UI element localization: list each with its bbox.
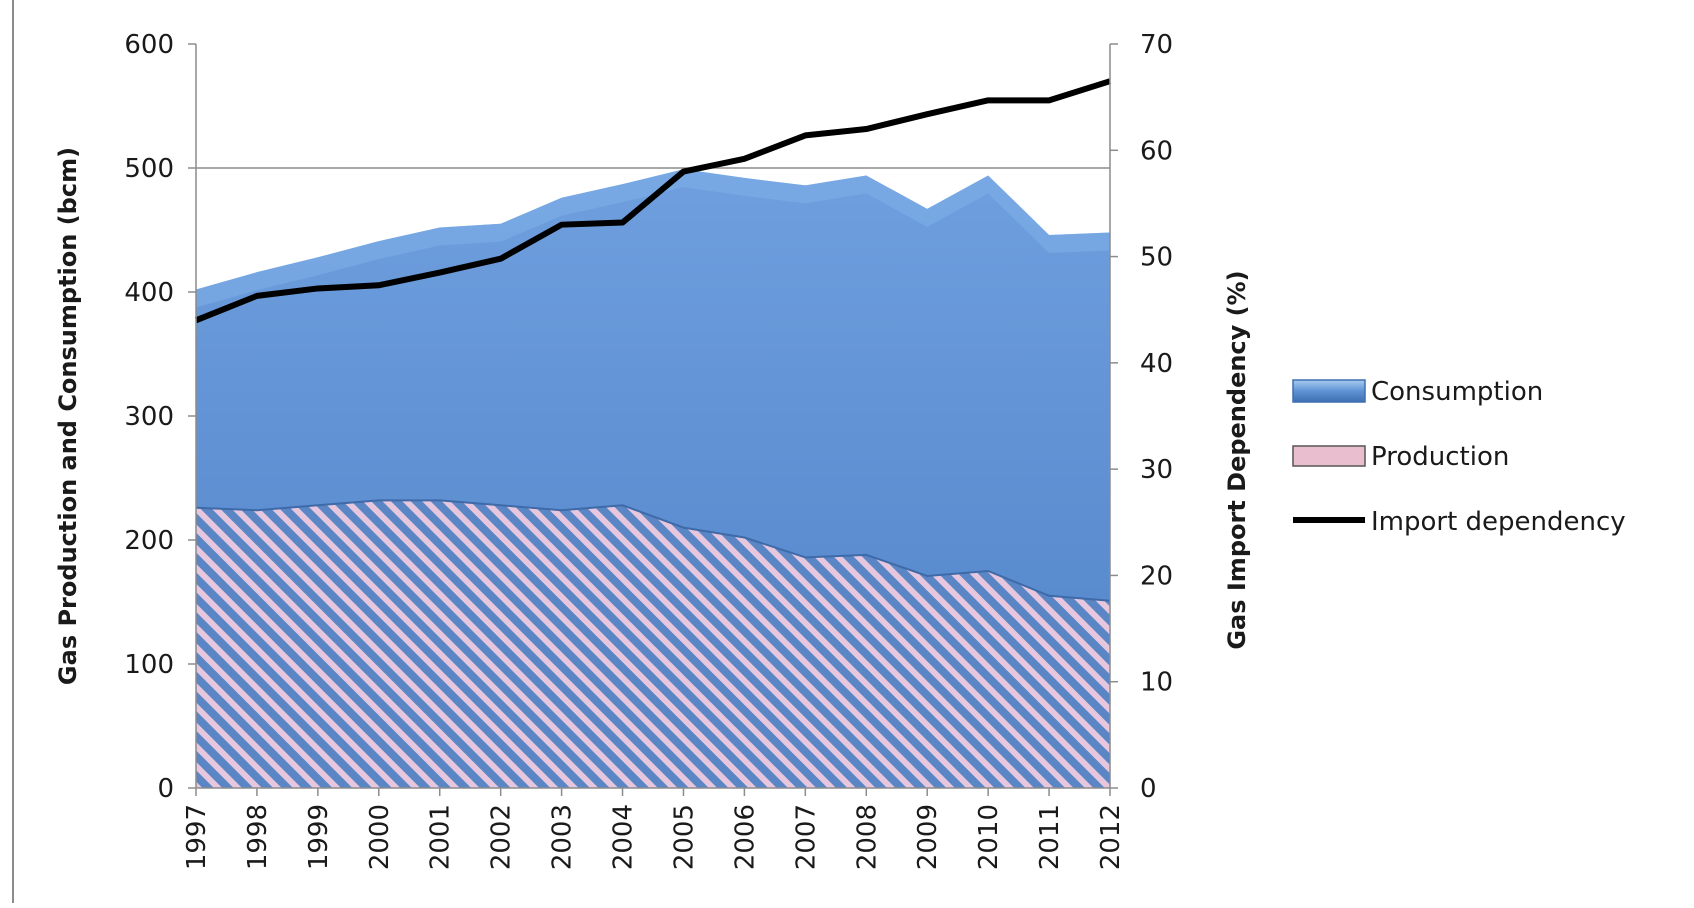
x-tick-label-2003: 2003: [548, 804, 578, 870]
import-dependency-line: [194, 78, 1111, 324]
x-tick-label-2006: 2006: [730, 804, 760, 870]
x-tick-label-2008: 2008: [852, 804, 882, 870]
right-tick-label-20: 20: [1140, 561, 1173, 591]
x-tick-label-2011: 2011: [1035, 804, 1065, 870]
right-tick-label-50: 50: [1140, 243, 1173, 273]
legend-label-production: Production: [1371, 442, 1509, 472]
legend-label-import-dependency: Import dependency: [1371, 507, 1626, 537]
left-tick-label-200: 200: [124, 526, 174, 556]
x-tick-label-2010: 2010: [974, 804, 1004, 870]
left-tick-label-500: 500: [124, 154, 174, 184]
left-tick-label-400: 400: [124, 278, 174, 308]
x-tick-label-2012: 2012: [1096, 804, 1126, 870]
plot-area: [194, 78, 1111, 789]
legend: Consumption Production Import dependency: [1292, 377, 1626, 537]
x-tick-label-1998: 1998: [243, 804, 273, 870]
x-tick-label-2005: 2005: [669, 804, 699, 870]
left-tick-label-100: 100: [124, 650, 174, 680]
y2-axis-title: Gas Import Dependency (%): [1223, 270, 1251, 649]
right-tick-label-10: 10: [1140, 668, 1173, 698]
x-tick-label-2000: 2000: [365, 804, 395, 870]
frame-left-border: [12, 0, 14, 903]
legend-swatch-consumption: [1292, 379, 1366, 403]
x-tick-label-1999: 1999: [304, 804, 334, 870]
production-edge: [195, 499, 1111, 602]
left-tick-label-0: 0: [157, 774, 174, 804]
right-tick-label-70: 70: [1140, 30, 1173, 60]
production-area: [196, 500, 1110, 788]
x-tick-label-2002: 2002: [487, 804, 517, 870]
x-tick-label-2004: 2004: [609, 804, 639, 870]
left-tick-label-600: 600: [124, 30, 174, 60]
x-tick-label-2007: 2007: [791, 804, 821, 870]
x-tick-label-1997: 1997: [182, 804, 212, 870]
legend-label-consumption: Consumption: [1371, 377, 1543, 407]
x-tick-label-2009: 2009: [913, 804, 943, 870]
legend-swatch-production: [1292, 445, 1366, 467]
y-axis-title: Gas Production and Consumption (bcm): [54, 147, 82, 685]
right-tick-label-60: 60: [1140, 136, 1173, 166]
left-tick-label-300: 300: [124, 402, 174, 432]
right-tick-label-30: 30: [1140, 455, 1173, 485]
axes: 0 100 200 300 400 500 600 0 10 20 30 40 50 60 70 1997 19…: [54, 30, 1251, 870]
right-tick-label-40: 40: [1140, 349, 1173, 379]
right-tick-label-0: 0: [1140, 774, 1157, 804]
x-tick-label-2001: 2001: [426, 804, 456, 870]
